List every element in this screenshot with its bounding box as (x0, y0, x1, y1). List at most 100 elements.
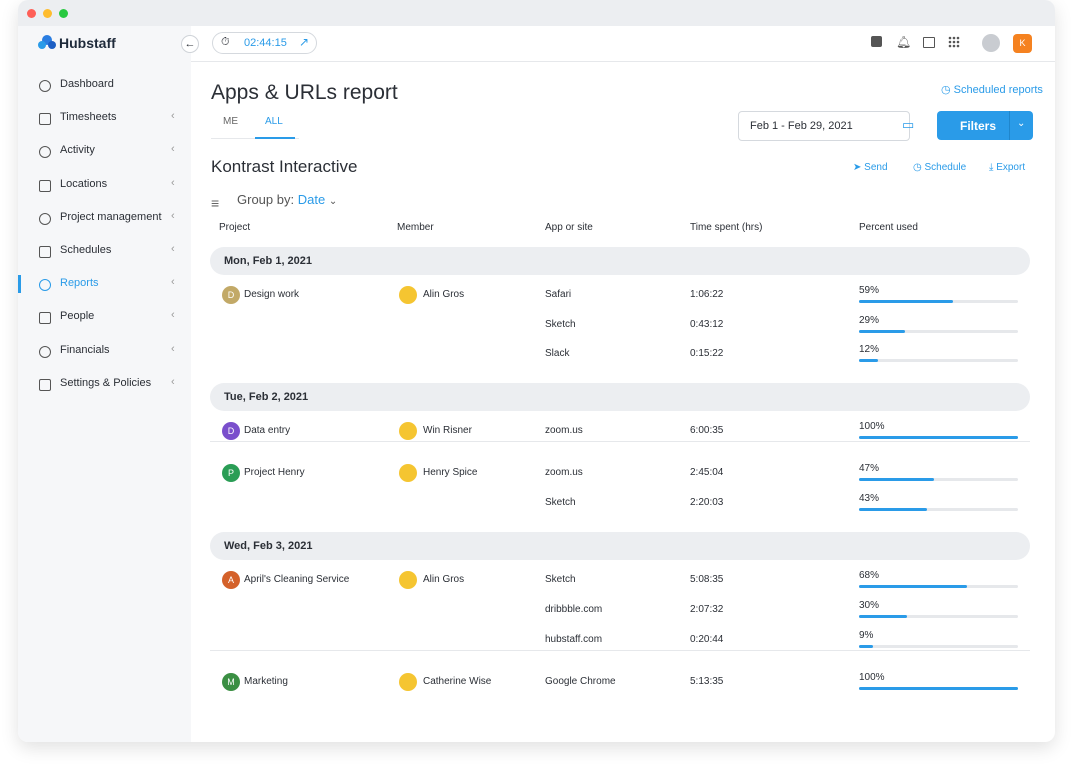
time: 0:15:22 (690, 348, 724, 360)
member: Alin Gros (423, 289, 465, 300)
nav-item[interactable]: People (60, 310, 95, 323)
close[interactable] (27, 9, 36, 18)
time: 5:08:35 (690, 574, 724, 586)
percent-bar (859, 329, 906, 333)
tab-underline (255, 137, 295, 139)
nav-icon (39, 113, 51, 126)
nav-item[interactable]: Dashboard (60, 78, 114, 90)
nav-chevron[interactable]: ‹ (171, 110, 175, 123)
tab[interactable]: ME (223, 116, 238, 127)
group-by[interactable]: Group by: Date ⌄ (237, 192, 338, 207)
nav-chevron[interactable]: ‹ (171, 342, 175, 355)
action-button[interactable]: ⤓ Export (989, 162, 1026, 173)
app: Safari (545, 289, 572, 300)
action-button[interactable]: ◷ Schedule (913, 162, 967, 173)
project: Design work (244, 289, 300, 300)
nav-chevron[interactable]: ‹ (171, 209, 175, 222)
percent-track (859, 614, 1018, 618)
percent-bar (859, 686, 1018, 690)
action-button[interactable]: ➤ Send (853, 162, 888, 173)
collapse-button[interactable]: ← (181, 35, 199, 53)
nav-item[interactable]: Reports (60, 277, 99, 290)
help-icon[interactable] (871, 36, 882, 47)
avatar (399, 286, 417, 304)
time: 6:00:35 (690, 425, 724, 437)
apps-icon[interactable] (948, 36, 960, 48)
row-separator (210, 441, 1030, 443)
filters-label: Filters (960, 119, 997, 133)
percent-bar (859, 614, 907, 618)
nav-chevron[interactable]: ‹ (171, 243, 175, 255)
nav-chevron[interactable]: ‹ (171, 309, 175, 322)
nav-item[interactable]: Locations (60, 177, 108, 190)
percent-label: 59% (859, 285, 880, 296)
date-range: Feb 1 - Feb 29, 2021 (750, 120, 853, 132)
topbar-border (191, 61, 1055, 62)
nav-chevron[interactable]: ‹ (171, 176, 175, 189)
column-header: App or site (545, 222, 593, 233)
nav-icon (39, 146, 51, 159)
app: Sketch (545, 318, 576, 330)
column-header: Member (397, 222, 434, 233)
scheduled-reports-link[interactable]: ◷ Scheduled reports (941, 84, 1043, 96)
nav-item[interactable]: Timesheets (60, 111, 117, 124)
nav-item[interactable]: Project management (60, 210, 162, 223)
nav-item[interactable]: Schedules (60, 244, 112, 256)
filters-dropdown[interactable]: ⌄ (1017, 118, 1026, 129)
app: Sketch (545, 574, 576, 586)
tab[interactable]: ALL (265, 116, 283, 127)
nav-chevron[interactable]: ‹ (171, 375, 175, 388)
percent-bar (859, 436, 1018, 440)
calendar-icon: ▭ (902, 117, 915, 132)
nav-icon (39, 378, 51, 391)
member: Win Risner (423, 425, 472, 437)
avatar: P (222, 464, 240, 483)
app: zoom.us (545, 425, 583, 437)
timer-pill[interactable]: ⏱ 02:44:15 ↗ (212, 32, 317, 54)
group-by-value: Date (297, 192, 326, 207)
user-avatar[interactable] (982, 34, 1000, 52)
group-by-label: Group by: (237, 192, 295, 207)
nav-icon (39, 80, 51, 92)
nav-icon (39, 246, 51, 258)
nav-item[interactable]: Settings & Policies (60, 376, 152, 389)
percent-track (859, 508, 1018, 512)
group-header (210, 247, 1030, 275)
percent-label: 68% (859, 570, 880, 582)
time: 0:43:12 (690, 318, 724, 330)
group-date: Tue, Feb 2, 2021 (224, 391, 309, 404)
minimize[interactable] (43, 9, 52, 18)
time: 2:07:32 (690, 603, 724, 615)
org-badge[interactable]: K (1013, 34, 1032, 53)
app: Google Chrome (545, 675, 616, 687)
percent-label: 43% (859, 493, 880, 505)
nav-item[interactable]: Financials (60, 343, 110, 356)
filters-button[interactable]: Filters ⌄ (937, 111, 1033, 140)
brand: Hubstaff (59, 35, 116, 51)
nav-item[interactable]: Activity (60, 144, 95, 157)
maximize[interactable] (59, 9, 68, 18)
nav-icon (39, 345, 51, 358)
group-date: Wed, Feb 3, 2021 (224, 540, 313, 553)
avatar (399, 672, 417, 691)
group-header (210, 532, 1030, 561)
timer-icon: ⏱ (221, 36, 230, 48)
avatar: D (222, 286, 240, 304)
percent-bar (859, 478, 934, 482)
percent-bar (859, 300, 953, 303)
time: 1:06:22 (690, 289, 724, 300)
app: dribbble.com (545, 603, 603, 615)
member: Henry Spice (423, 467, 478, 479)
date-picker[interactable]: Feb 1 - Feb 29, 2021 ▭ (738, 111, 914, 141)
app: hubstaff.com (545, 633, 603, 645)
notification-icon[interactable]: 🔔︎ (896, 35, 912, 49)
nav-icon (39, 212, 51, 225)
member: Catherine Wise (423, 675, 492, 687)
gift-icon[interactable] (923, 37, 935, 48)
avatar (399, 464, 417, 483)
nav-chevron[interactable]: ‹ (171, 143, 175, 156)
nav-chevron[interactable]: ‹ (171, 276, 175, 289)
percent-track (859, 478, 1018, 482)
member: Alin Gros (423, 574, 465, 586)
